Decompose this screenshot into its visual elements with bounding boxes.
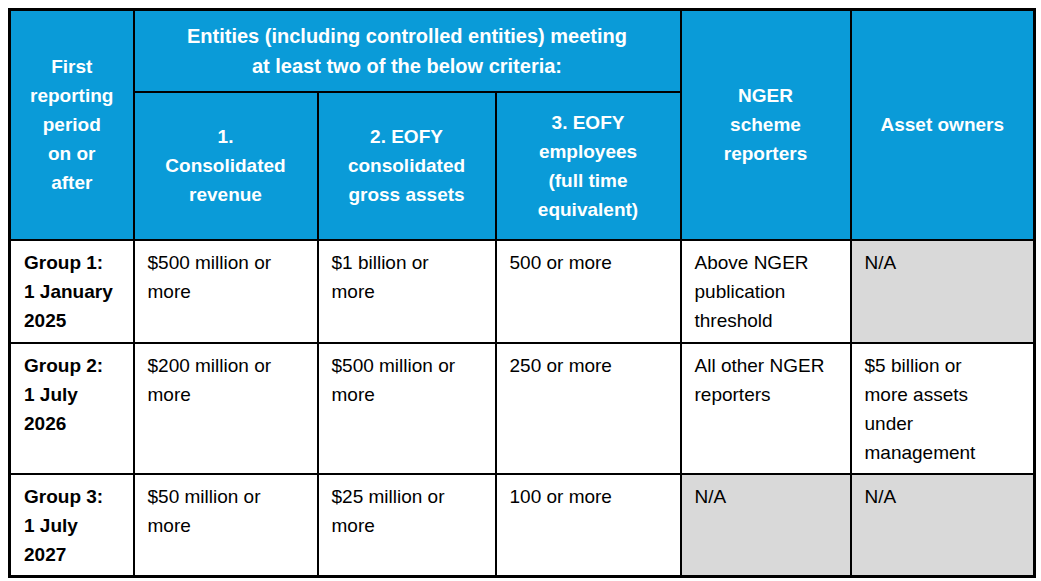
header-entities-criteria: Entities (including controlled entities)…: [134, 10, 681, 92]
cell-group1-gross-assets: $1 billion or more: [318, 240, 496, 343]
cell-group1-employees: 500 or more: [496, 240, 681, 343]
header-nger-scheme-reporters: NGER scheme reporters: [681, 10, 851, 240]
header-eofy-employees: 3. EOFY employees (full time equivalent): [496, 92, 681, 240]
cell-group3-gross-assets: $25 million or more: [318, 474, 496, 577]
table-row-group-2: Group 2: 1 July 2026 $200 million or mor…: [10, 343, 1035, 474]
cell-group2-consolidated-revenue: $200 million or more: [134, 343, 318, 474]
cell-group2-nger: All other NGER reporters: [681, 343, 851, 474]
cell-group3-nger: N/A: [681, 474, 851, 577]
table-row-group-1: Group 1: 1 January 2025 $500 million or …: [10, 240, 1035, 343]
cell-group2-asset-owners: $5 billion or more assets under manageme…: [851, 343, 1035, 474]
header-eofy-gross-assets: 2. EOFY consolidated gross assets: [318, 92, 496, 240]
cell-group2-employees: 250 or more: [496, 343, 681, 474]
table-row-group-3: Group 3: 1 July 2027 $50 million or more…: [10, 474, 1035, 577]
header-row-top: First reporting period on or after Entit…: [10, 10, 1035, 92]
cell-group1-consolidated-revenue: $500 million or more: [134, 240, 318, 343]
cell-group2-label: Group 2: 1 July 2026: [10, 343, 134, 474]
document-page: First reporting period on or after Entit…: [0, 0, 1041, 581]
header-consolidated-revenue: 1. Consolidated revenue: [134, 92, 318, 240]
header-first-reporting-period: First reporting period on or after: [10, 10, 134, 240]
cell-group3-employees: 100 or more: [496, 474, 681, 577]
cell-group3-label: Group 3: 1 July 2027: [10, 474, 134, 577]
cell-group3-consolidated-revenue: $50 million or more: [134, 474, 318, 577]
cell-group3-asset-owners: N/A: [851, 474, 1035, 577]
cell-group1-asset-owners: N/A: [851, 240, 1035, 343]
cell-group2-gross-assets: $500 million or more: [318, 343, 496, 474]
header-asset-owners: Asset owners: [851, 10, 1035, 240]
cell-group1-label: Group 1: 1 January 2025: [10, 240, 134, 343]
cell-group1-nger: Above NGER publication threshold: [681, 240, 851, 343]
reporting-groups-table: First reporting period on or after Entit…: [8, 8, 1036, 578]
